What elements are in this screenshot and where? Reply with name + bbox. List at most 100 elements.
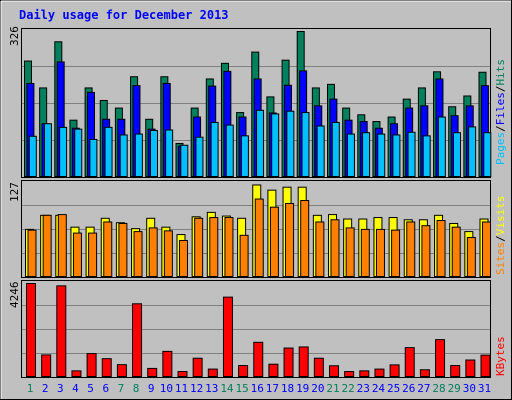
bar-pages bbox=[407, 131, 416, 178]
x-tick-label: 24 bbox=[372, 382, 386, 395]
x-tick-label: 3 bbox=[57, 382, 64, 395]
bar-sites bbox=[315, 221, 325, 277]
x-tick-label: 7 bbox=[118, 382, 125, 395]
bar-kbytes bbox=[313, 357, 324, 378]
bar-kbytes bbox=[162, 350, 173, 377]
legend-top: Pages/Files/Hits bbox=[494, 59, 507, 165]
bar-kbytes bbox=[419, 369, 430, 377]
bar-kbytes bbox=[101, 358, 112, 377]
bar-pages bbox=[422, 135, 431, 177]
bar-pages bbox=[210, 121, 219, 177]
bar-pages bbox=[150, 129, 158, 178]
x-tick-label: 31 bbox=[478, 382, 491, 395]
x-tick-label: 22 bbox=[342, 382, 355, 395]
bar-sites bbox=[421, 225, 431, 278]
bar-pages bbox=[377, 133, 386, 178]
bar-kbytes bbox=[71, 370, 82, 378]
bar-kbytes bbox=[222, 296, 233, 377]
legend-sep: / bbox=[494, 86, 507, 93]
bar-sites bbox=[300, 200, 310, 277]
bar-pages bbox=[331, 121, 340, 177]
bar-pages bbox=[362, 132, 371, 177]
bar-kbytes bbox=[26, 283, 36, 377]
x-tick-label: 20 bbox=[311, 382, 324, 395]
bar-pages bbox=[134, 133, 143, 178]
bar-sites bbox=[375, 228, 385, 278]
bar-sites bbox=[118, 222, 128, 277]
x-tick-label: 5 bbox=[87, 382, 94, 395]
bar-pages bbox=[89, 138, 98, 177]
bar-sites bbox=[330, 219, 340, 277]
x-tick-label: 19 bbox=[296, 382, 309, 395]
bar-kbytes bbox=[404, 347, 415, 377]
x-tick-label: 29 bbox=[448, 382, 461, 395]
bar-pages bbox=[43, 123, 52, 177]
bar-pages bbox=[316, 125, 325, 177]
bar-pages bbox=[392, 134, 401, 178]
x-tick-label: 28 bbox=[432, 382, 445, 395]
bar-sites bbox=[88, 232, 98, 277]
bar-sites bbox=[179, 239, 188, 277]
bar-pages bbox=[468, 126, 477, 177]
x-tick-label: 13 bbox=[205, 382, 218, 395]
legend-files: Files bbox=[494, 92, 507, 125]
bar-kbytes bbox=[41, 354, 52, 378]
bar-kbytes bbox=[359, 370, 370, 378]
bar-pages bbox=[301, 112, 310, 177]
bar-kbytes bbox=[177, 371, 188, 378]
bar-sites bbox=[148, 227, 158, 278]
x-tick-label: 26 bbox=[402, 382, 415, 395]
bar-pages bbox=[437, 116, 446, 177]
bar-sites bbox=[72, 232, 82, 277]
x-tick-label: 21 bbox=[326, 382, 339, 395]
bar-kbytes bbox=[374, 368, 385, 377]
bar-kbytes bbox=[132, 303, 143, 377]
x-tick-label: 15 bbox=[235, 382, 248, 395]
legend-middle: Sites/Visits bbox=[494, 196, 507, 276]
x-tick-label: 11 bbox=[175, 382, 188, 395]
bar-kbytes bbox=[435, 339, 446, 377]
bar-sites bbox=[436, 220, 446, 277]
x-tick-label: 8 bbox=[133, 382, 140, 395]
ytick-max-top: 326 bbox=[8, 26, 21, 46]
x-tick-label: 9 bbox=[148, 382, 155, 395]
x-tick-label: 27 bbox=[417, 382, 430, 395]
x-tick-label: 16 bbox=[251, 382, 264, 395]
x-tick-label: 2 bbox=[42, 382, 49, 395]
legend-sites: Sites bbox=[494, 242, 507, 275]
bar-pages bbox=[104, 126, 113, 177]
bar-sites bbox=[391, 229, 401, 278]
bar-sites bbox=[224, 217, 234, 277]
x-tick-label: 6 bbox=[102, 382, 109, 395]
bar-kbytes bbox=[450, 365, 461, 378]
ytick-max-bottom: 4246 bbox=[8, 282, 21, 309]
bar-marks bbox=[24, 31, 492, 378]
bar-kbytes bbox=[298, 346, 309, 377]
bar-kbytes bbox=[147, 367, 158, 377]
bar-kbytes bbox=[192, 357, 203, 378]
x-tick-labels: 1 2 3 4 5 6 7 8 9 10 11 12 13 14 15 16 17 18 19 20 21 22 23 24 2… bbox=[27, 382, 491, 395]
bar-sites bbox=[209, 217, 219, 277]
x-tick-label: 4 bbox=[72, 382, 79, 395]
legend-pages: Pages bbox=[494, 132, 507, 165]
bar-kbytes bbox=[238, 365, 249, 378]
bar-pages bbox=[59, 126, 68, 177]
bar-pages bbox=[28, 135, 37, 177]
bar-pages bbox=[256, 109, 265, 177]
bar-pages bbox=[286, 110, 295, 177]
bar-sites bbox=[451, 226, 461, 278]
bar-kbytes bbox=[329, 365, 339, 377]
x-tick-label: 18 bbox=[281, 382, 294, 395]
bar-sites bbox=[482, 221, 491, 277]
legend-hits: Hits bbox=[494, 59, 507, 86]
bar-sites bbox=[466, 237, 476, 277]
x-tick-label: 23 bbox=[357, 382, 370, 395]
bar-sites bbox=[406, 221, 416, 277]
legend-sep: / bbox=[494, 235, 507, 242]
bar-kbytes bbox=[116, 364, 127, 377]
legend-bottom: KBytes bbox=[494, 336, 507, 376]
x-tick-label: 10 bbox=[160, 382, 173, 395]
bar-sites bbox=[42, 214, 52, 277]
bar-pages bbox=[195, 136, 204, 177]
